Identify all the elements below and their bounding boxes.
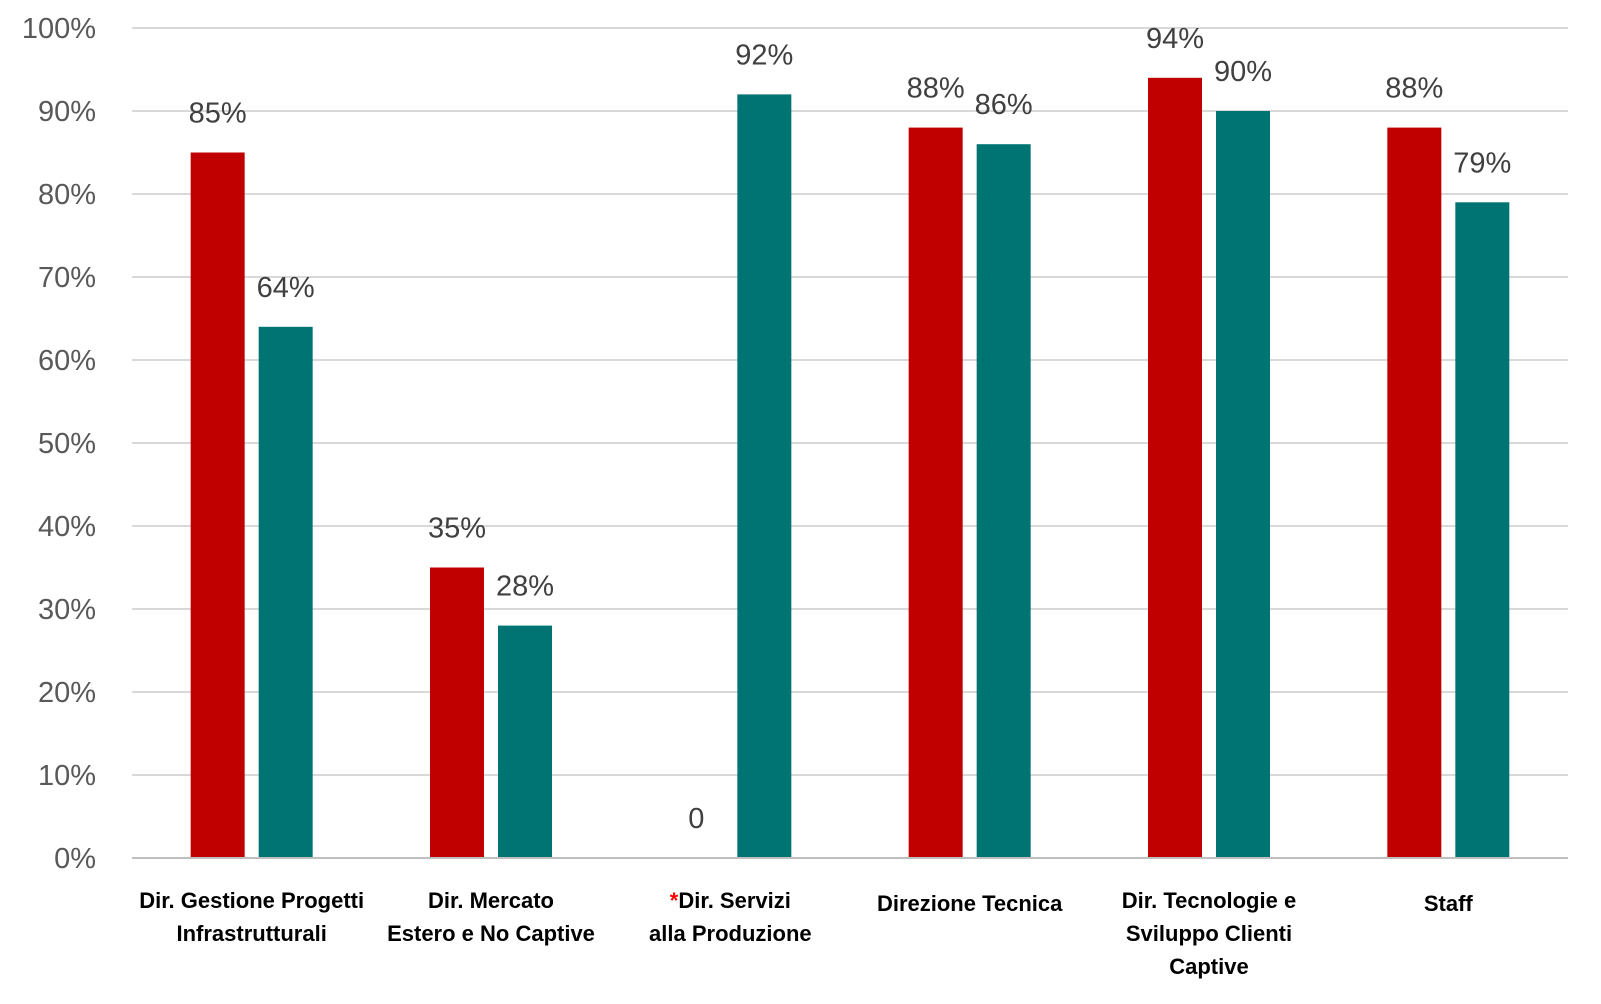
x-category-label: Infrastrutturali: [176, 921, 326, 946]
bar-series-1: [908, 127, 963, 859]
x-category-label-line: Dir. Gestione Progetti: [139, 888, 364, 913]
x-category-label-line: Sviluppo Clienti: [1126, 921, 1292, 946]
x-category-label: Dir. Tecnologie e: [1122, 888, 1296, 913]
x-category-label-line: Estero e No Captive: [387, 921, 595, 946]
x-category-label-line: Infrastrutturali: [176, 921, 326, 946]
data-label: 88%: [907, 73, 965, 105]
y-tick-label: 40%: [38, 511, 96, 543]
y-tick-label: 70%: [38, 262, 96, 294]
x-category-label: alla Produzione: [649, 921, 812, 946]
bar-series-2: [498, 625, 552, 858]
x-category-label-line: Dir. Servizi: [678, 888, 791, 913]
bar-series-1: [190, 152, 245, 858]
x-category-label-line: alla Produzione: [649, 921, 812, 946]
bar-series-1: [430, 567, 484, 858]
x-category-label: Dir. Gestione Progetti: [139, 888, 364, 913]
data-label: 79%: [1453, 147, 1511, 179]
bar-series-2: [737, 94, 792, 858]
x-category-label-line: Dir. Mercato: [428, 888, 554, 913]
bar-series-2: [1216, 111, 1270, 858]
x-axis-category-labels: Dir. Gestione Progetti Infrastrutturali Di…: [139, 888, 1473, 979]
y-tick-label: 90%: [38, 96, 96, 128]
x-category-label-line: Captive: [1169, 954, 1248, 979]
x-category-label: Dir. Mercato: [428, 888, 554, 913]
y-tick-label: 30%: [38, 594, 96, 626]
x-category-label: *Dir. Servizi: [670, 888, 791, 913]
x-category-label: Staff: [1424, 891, 1474, 916]
y-tick-label: 60%: [38, 345, 96, 377]
y-tick-label: 10%: [38, 760, 96, 792]
data-label: 88%: [1385, 73, 1443, 105]
data-label: 85%: [189, 98, 247, 130]
y-tick-label: 50%: [38, 428, 96, 460]
data-labels: 85% 64% 35% 28% 0 92% 88% 86% 94% 90% 88% 79%: [189, 23, 1512, 835]
data-label: 0: [688, 803, 704, 835]
bars: [190, 77, 1510, 859]
x-category-label: Direzione Tecnica: [877, 891, 1063, 916]
data-label: 94%: [1146, 23, 1204, 55]
y-tick-label: 100%: [22, 13, 96, 45]
data-label: 90%: [1214, 56, 1272, 88]
y-tick-label: 0%: [54, 843, 96, 875]
data-label: 92%: [735, 39, 793, 71]
y-axis-tick-labels: 0% 10% 20% 30% 40% 50% 60% 70% 80% 90% 100%: [22, 13, 96, 875]
y-tick-label: 20%: [38, 677, 96, 709]
data-label: 28%: [496, 571, 554, 603]
x-category-label: Estero e No Captive: [387, 921, 595, 946]
bar-series-2: [258, 326, 313, 858]
data-label: 35%: [428, 513, 486, 545]
bar-series-2: [976, 144, 1031, 858]
x-category-label-line: Dir. Tecnologie e: [1122, 888, 1296, 913]
bar-series-1: [1148, 77, 1202, 859]
x-category-label-line: Direzione Tecnica: [877, 891, 1063, 916]
x-category-label: Sviluppo Clienti: [1126, 921, 1292, 946]
data-label: 64%: [257, 272, 315, 304]
y-tick-label: 80%: [38, 179, 96, 211]
gridlines: [132, 27, 1568, 776]
x-category-label-line: Staff: [1424, 891, 1474, 916]
bar-series-2: [1455, 202, 1510, 859]
asterisk-marker: *: [670, 888, 679, 913]
data-label: 86%: [975, 89, 1033, 121]
x-category-label: Captive: [1169, 954, 1248, 979]
bar-series-1: [1387, 127, 1442, 859]
